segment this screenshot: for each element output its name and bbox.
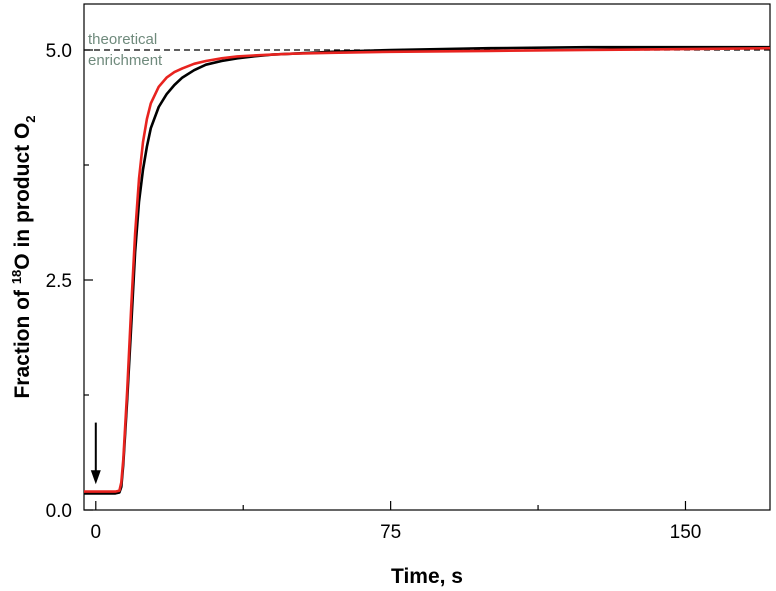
x-tick-label: 150 bbox=[670, 522, 702, 543]
x-tick-labels: 0 75 150 bbox=[91, 522, 702, 543]
x-axis-title: Time, s bbox=[391, 565, 463, 588]
x-tick-label: 0 bbox=[91, 522, 102, 543]
y-axis-title-part2: O in product O bbox=[11, 123, 34, 270]
y-axis-title-subscript: 2 bbox=[23, 115, 38, 122]
injection-arrow bbox=[90, 422, 101, 485]
x-tick-label: 75 bbox=[380, 522, 401, 543]
y-tick-labels: 0.0 2.5 5.0 bbox=[46, 41, 72, 522]
reference-label-line1: theoretical bbox=[88, 31, 157, 48]
major-ticks bbox=[84, 49, 687, 511]
series-line-1 bbox=[84, 45, 770, 495]
plot-frame bbox=[83, 3, 771, 511]
y-axis-title: Fraction of 18O in product O2 bbox=[9, 115, 38, 398]
minor-ticks bbox=[84, 164, 539, 510]
y-tick-label: 2.5 bbox=[46, 271, 72, 292]
y-axis-title-superscript: 18 bbox=[9, 270, 24, 284]
reference-label-line2: enrichment bbox=[88, 52, 163, 69]
series-line-2 bbox=[84, 46, 771, 493]
y-tick-label: 0.0 bbox=[46, 501, 72, 522]
y-axis-title-part1: Fraction of bbox=[11, 284, 34, 398]
y-tick-label: 5.0 bbox=[46, 41, 72, 62]
series-group bbox=[84, 45, 771, 495]
arrow-head bbox=[90, 470, 101, 485]
